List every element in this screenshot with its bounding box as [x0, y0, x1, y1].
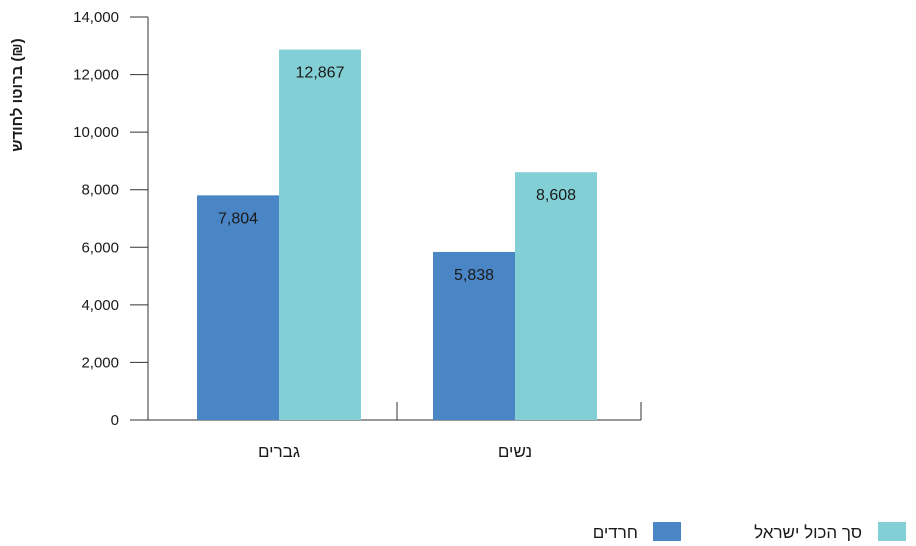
data-labels: 7,804 12,867 5,838 8,608 [218, 65, 576, 284]
x-category-label: נשים [498, 442, 532, 461]
bars [197, 49, 597, 420]
legend-swatch [653, 522, 681, 541]
bar [515, 172, 597, 420]
x-category-label: גברים [258, 442, 300, 461]
data-label: 5,838 [454, 267, 494, 284]
y-tick-label: 4,000 [81, 297, 119, 314]
bar [433, 251, 515, 420]
y-tick-label: 6,000 [81, 239, 119, 256]
legend-label: סך הכול ישראל [754, 523, 862, 542]
y-tick-label: 14,000 [73, 9, 119, 26]
data-label: 7,804 [218, 210, 258, 227]
axes: 0 2,000 4,000 6,000 8,000 10,000 12,000 14,000 ג… [73, 9, 642, 461]
legend: סך הכול ישראל חרדים [593, 522, 906, 542]
bar [279, 49, 361, 420]
y-tick-label: 12,000 [73, 67, 119, 84]
legend-label: חרדים [593, 523, 638, 542]
y-tick-label: 10,000 [73, 124, 119, 141]
y-tick-label: 8,000 [81, 182, 119, 199]
bar [197, 195, 279, 420]
data-label: 8,608 [536, 187, 576, 204]
data-label: 12,867 [296, 65, 345, 82]
y-tick-label: 0 [111, 412, 119, 429]
y-axis-label: ברוטו לחודש (₪) [9, 38, 26, 151]
y-tick-label: 2,000 [81, 354, 119, 371]
legend-swatch [878, 522, 906, 541]
